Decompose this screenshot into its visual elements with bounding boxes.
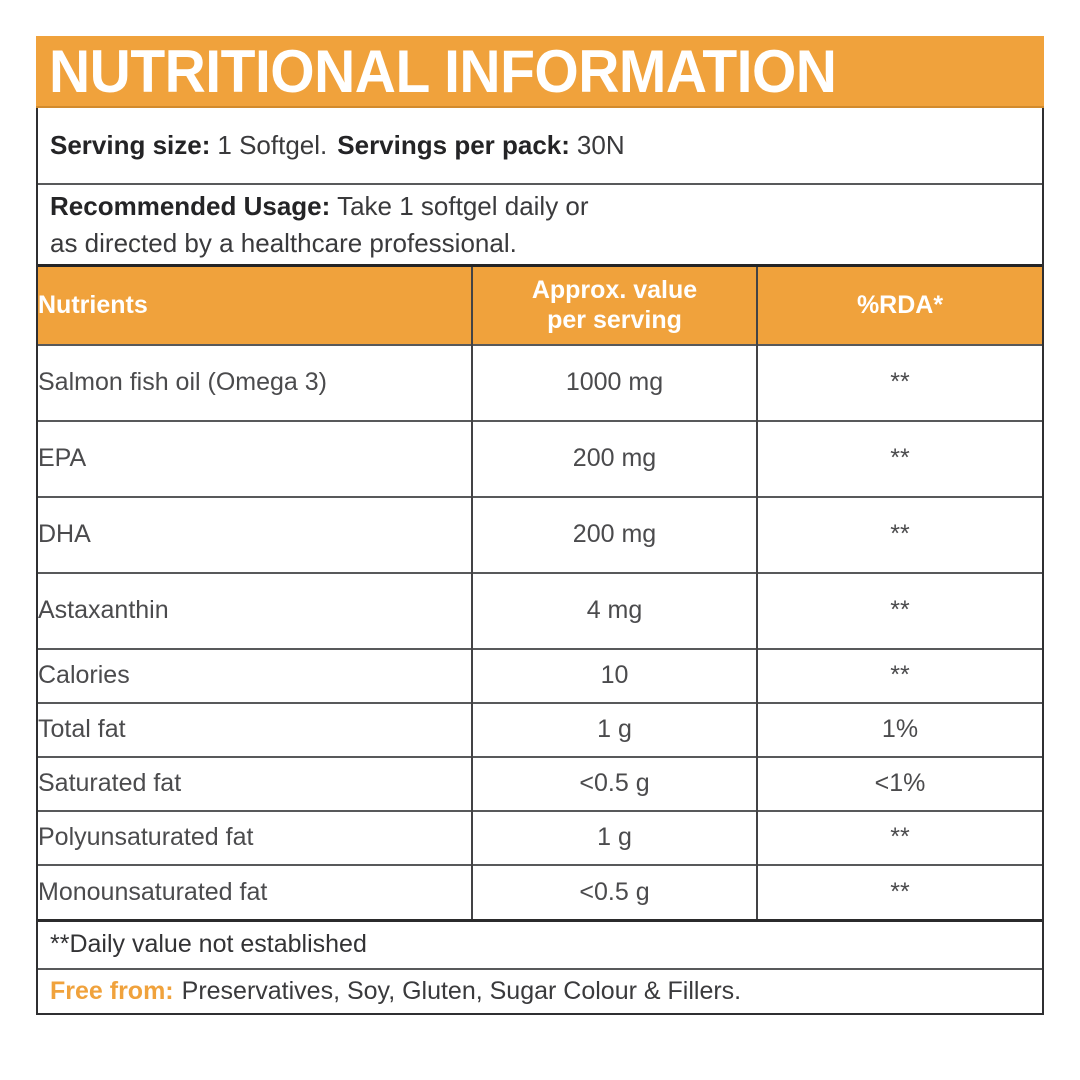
nutrient-cell: Polyunsaturated fat bbox=[38, 823, 254, 851]
nutrient-cell: Saturated fat bbox=[38, 769, 182, 797]
table-header: Nutrients Approx. value per serving %RDA… bbox=[38, 265, 1042, 345]
table-row: Monounsaturated fat <0.5 g ** bbox=[38, 864, 1042, 919]
usage-text-line2: as directed by a healthcare professional… bbox=[50, 227, 517, 258]
serving-size-value: 1 Softgel. bbox=[217, 130, 328, 160]
header-approx-value-line2: per serving bbox=[547, 306, 682, 335]
free-from-row: Free from: Preservatives, Soy, Gluten, S… bbox=[38, 967, 1042, 1013]
value-cell: 200 mg bbox=[471, 420, 757, 497]
page-title: NUTRITIONAL INFORMATION bbox=[49, 38, 837, 106]
value-cell: 1000 mg bbox=[471, 344, 757, 421]
free-from-label: Free from: bbox=[50, 976, 174, 1005]
recommended-usage-row: Recommended Usage: Take 1 softgel daily … bbox=[38, 183, 1042, 264]
header-rda: %RDA* bbox=[756, 265, 1042, 345]
title-bar: NUTRITIONAL INFORMATION bbox=[36, 36, 1044, 108]
servings-per-pack-value: 30N bbox=[576, 130, 625, 160]
table-row: Astaxanthin 4 mg ** bbox=[38, 572, 1042, 649]
rda-cell: ** bbox=[756, 420, 1042, 497]
footnote-text: **Daily value not established bbox=[50, 930, 367, 958]
value-cell: <0.5 g bbox=[471, 864, 757, 919]
value-cell: 1 g bbox=[471, 702, 757, 757]
nutrient-cell: EPA bbox=[38, 444, 87, 472]
table-row: Saturated fat <0.5 g <1% bbox=[38, 756, 1042, 811]
value-cell: 4 mg bbox=[471, 572, 757, 649]
rda-cell: ** bbox=[756, 648, 1042, 703]
table-row: Calories 10 ** bbox=[38, 648, 1042, 703]
nutrition-label-panel: NUTRITIONAL INFORMATION Serving size: 1 … bbox=[36, 36, 1044, 1015]
rda-cell: <1% bbox=[756, 756, 1042, 811]
usage-text-line1: Take 1 softgel daily or bbox=[337, 190, 589, 221]
table-row: Polyunsaturated fat 1 g ** bbox=[38, 810, 1042, 865]
nutrient-cell: Monounsaturated fat bbox=[38, 877, 268, 906]
value-cell: 10 bbox=[471, 648, 757, 703]
rda-cell: ** bbox=[756, 344, 1042, 421]
table-row: Salmon fish oil (Omega 3) 1000 mg ** bbox=[38, 344, 1042, 421]
nutrient-cell: Total fat bbox=[38, 715, 126, 743]
table-row: DHA 200 mg ** bbox=[38, 496, 1042, 573]
serving-info-row: Serving size: 1 Softgel. Servings per pa… bbox=[38, 108, 1042, 183]
rda-cell: 1% bbox=[756, 702, 1042, 757]
value-cell: 1 g bbox=[471, 810, 757, 865]
header-nutrients: Nutrients bbox=[38, 291, 148, 320]
daily-value-footnote: **Daily value not established bbox=[38, 918, 1042, 968]
nutrient-cell: Salmon fish oil (Omega 3) bbox=[38, 368, 328, 396]
servings-per-pack-label: Servings per pack: bbox=[337, 130, 570, 160]
nutrient-cell: Calories bbox=[38, 661, 130, 689]
label-body: Serving size: 1 Softgel. Servings per pa… bbox=[36, 108, 1044, 1015]
usage-line-1: Recommended Usage: Take 1 softgel daily … bbox=[50, 188, 1030, 225]
header-approx-value: Approx. value per serving bbox=[471, 265, 757, 345]
table-row: Total fat 1 g 1% bbox=[38, 702, 1042, 757]
rda-cell: ** bbox=[756, 496, 1042, 573]
rda-cell: ** bbox=[756, 572, 1042, 649]
value-cell: <0.5 g bbox=[471, 756, 757, 811]
header-approx-value-line1: Approx. value bbox=[531, 276, 698, 305]
table-row: EPA 200 mg ** bbox=[38, 420, 1042, 497]
rda-cell: ** bbox=[756, 864, 1042, 919]
free-from-text: Preservatives, Soy, Gluten, Sugar Colour… bbox=[181, 976, 742, 1005]
value-cell: 200 mg bbox=[471, 496, 757, 573]
nutrient-cell: DHA bbox=[38, 520, 91, 548]
nutrition-table: Nutrients Approx. value per serving %RDA… bbox=[38, 264, 1042, 919]
serving-size-label: Serving size: bbox=[50, 130, 211, 160]
nutrient-cell: Astaxanthin bbox=[38, 596, 169, 624]
rda-cell: ** bbox=[756, 810, 1042, 865]
recommended-usage-label: Recommended Usage: bbox=[50, 190, 331, 221]
